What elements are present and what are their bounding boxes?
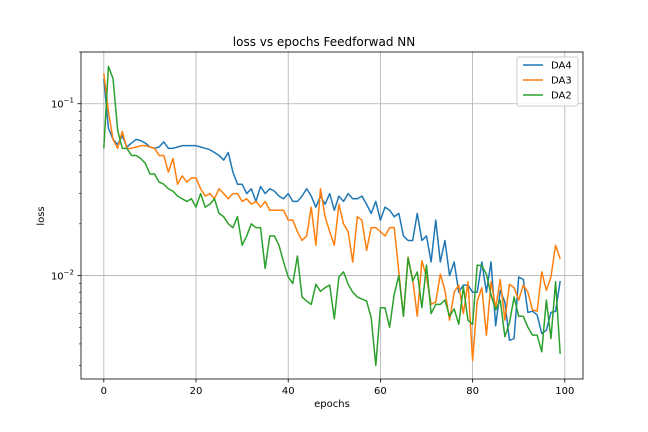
series-line-da3 [103, 73, 561, 362]
series-line-da2 [103, 65, 561, 367]
x-tick-label: 40 [282, 386, 295, 397]
x-tick-label: 60 [374, 386, 387, 397]
x-tick-label: 20 [190, 386, 203, 397]
plot-frame [80, 51, 584, 380]
y-axis-label: loss [36, 206, 47, 225]
series-line-da4 [103, 78, 561, 342]
x-tick-label: 100 [555, 386, 574, 397]
x-tick-label: 0 [101, 386, 107, 397]
legend-label-da4: DA4 [551, 61, 572, 72]
series-lines [103, 65, 561, 367]
x-axis-label: epochs [314, 399, 350, 410]
chart-title: loss vs epochs Feedforwad NN [233, 35, 415, 49]
legend-label-da2: DA2 [551, 91, 572, 102]
y-tick-label: 10−1 [51, 97, 74, 111]
x-tick-label: 80 [466, 386, 479, 397]
y-tick-label: 10−2 [51, 269, 74, 283]
legend-box [516, 56, 579, 107]
x-axis: 0 20 40 60 80 100 [101, 379, 574, 397]
legend-label-da3: DA3 [551, 76, 572, 87]
y-axis: 10−1 10−2 [51, 51, 81, 366]
legend: DA4 DA3 DA2 [516, 56, 579, 107]
